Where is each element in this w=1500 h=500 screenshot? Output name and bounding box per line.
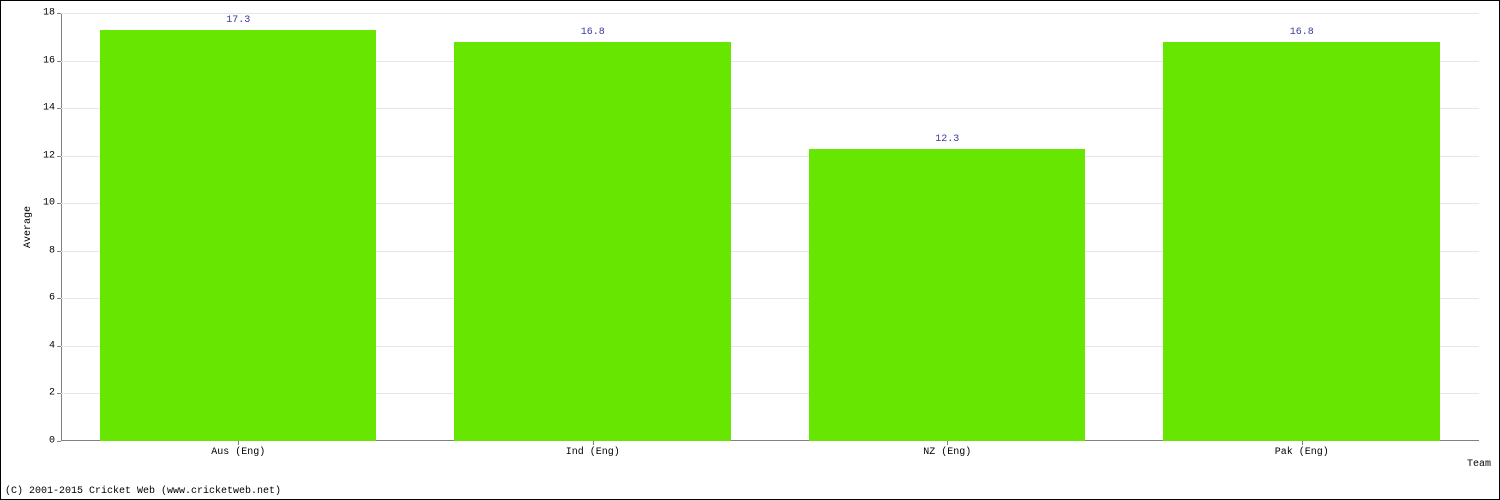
bar-value-label: 16.8 <box>581 27 605 38</box>
bar <box>454 42 731 441</box>
bar <box>809 149 1086 441</box>
bar <box>100 30 377 441</box>
y-tick-label: 6 <box>31 293 61 304</box>
y-tick-label: 18 <box>31 8 61 19</box>
bar-value-label: 17.3 <box>226 15 250 26</box>
bar <box>1163 42 1440 441</box>
y-tick-label: 14 <box>31 103 61 114</box>
plot-area: 02468101214161817.3Aus (Eng)16.8Ind (Eng… <box>61 13 1479 441</box>
y-tick-label: 2 <box>31 388 61 399</box>
x-axis-label: Team <box>1467 459 1491 470</box>
x-tick-label: Pak (Eng) <box>1275 441 1329 458</box>
y-tick-label: 16 <box>31 55 61 66</box>
x-tick-label: NZ (Eng) <box>923 441 971 458</box>
y-tick-label: 4 <box>31 340 61 351</box>
y-tick-label: 0 <box>31 436 61 447</box>
gridline <box>61 13 1479 14</box>
y-axis-line <box>61 13 62 441</box>
y-tick-label: 12 <box>31 150 61 161</box>
y-tick-label: 8 <box>31 245 61 256</box>
y-tick-label: 10 <box>31 198 61 209</box>
chart-container: 0 2 4 6 8 10 12 14 16 18 17.3 Aus (Eng) 16.8 Ind (Eng… <box>0 0 1500 500</box>
copyright-text: (C) 2001-2015 Cricket Web (www.cricketwe… <box>5 486 281 497</box>
bar-value-label: 16.8 <box>1290 27 1314 38</box>
x-tick-label: Aus (Eng) <box>211 441 265 458</box>
x-tick-label: Ind (Eng) <box>566 441 620 458</box>
bar-value-label: 12.3 <box>935 134 959 145</box>
y-axis-label: Average <box>23 206 34 248</box>
